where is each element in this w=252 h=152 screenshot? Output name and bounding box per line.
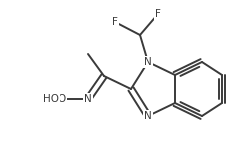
Text: N: N — [144, 57, 152, 67]
Text: O: O — [58, 94, 66, 104]
Text: HO: HO — [43, 94, 59, 104]
Text: F: F — [112, 17, 118, 27]
Text: N: N — [84, 94, 92, 104]
Text: N: N — [144, 111, 152, 121]
Text: F: F — [155, 9, 161, 19]
